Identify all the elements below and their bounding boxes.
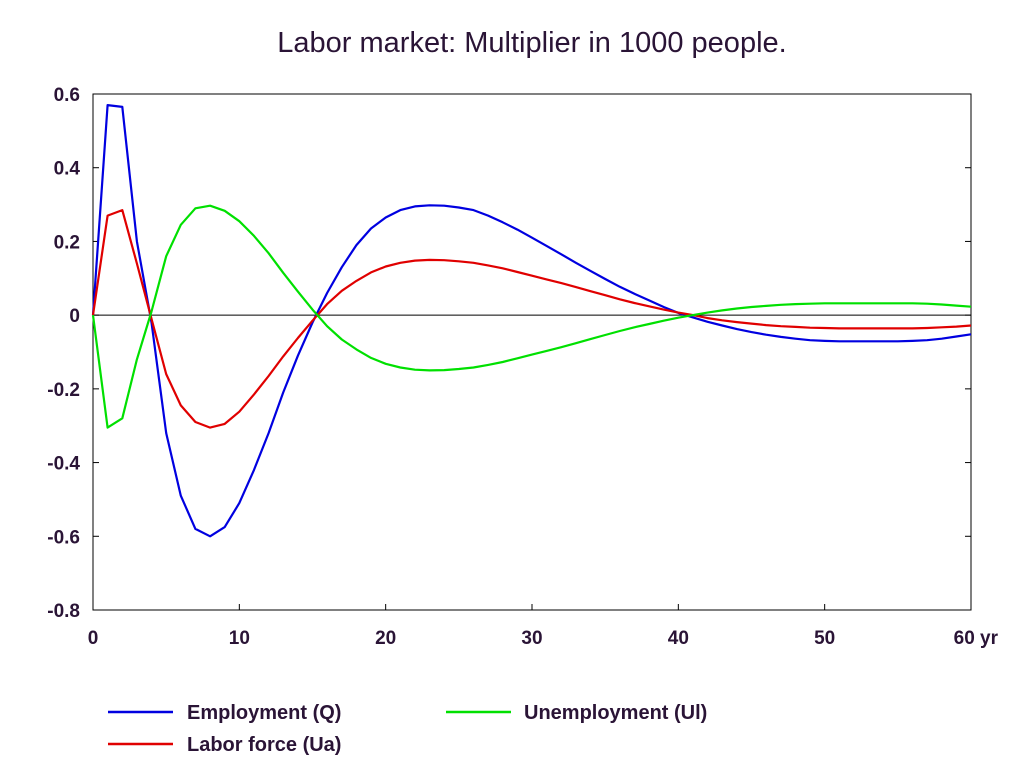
legend-label: Employment (Q)	[187, 702, 341, 724]
series-lines	[91, 103, 972, 538]
x-axis: 0 10 20 30 40 50 60 yr	[88, 604, 999, 649]
y-tick-label: -0.2	[47, 380, 80, 401]
series-line-3	[91, 204, 972, 429]
x-tick-label: 30	[521, 628, 542, 649]
x-tick-label: 60 yr	[954, 628, 999, 649]
plot-area	[92, 93, 972, 611]
series-line-1	[91, 103, 972, 538]
x-tick-label: 0	[88, 628, 99, 649]
y-tick-label: 0.6	[54, 85, 80, 106]
legend: Employment (Q) Labor force (Ua) Unemployme…	[108, 702, 707, 756]
x-tick-label: 20	[375, 628, 396, 649]
plot-frame	[92, 93, 972, 611]
y-tick-label: -0.4	[47, 454, 80, 475]
y-axis: -0.8 -0.6 -0.4 -0.2 0 0.2 0.4 0.6	[47, 85, 971, 622]
y-tick-label: 0.4	[54, 159, 81, 180]
y-tick-label: -0.8	[47, 601, 80, 622]
x-tick-label: 40	[668, 628, 689, 649]
y-tick-label: 0	[69, 306, 80, 327]
series-line-2	[91, 209, 972, 429]
legend-label: Labor force (Ua)	[187, 734, 341, 756]
x-tick-label: 50	[814, 628, 835, 649]
chart-title: Labor market: Multiplier in 1000 people.	[277, 27, 786, 59]
x-tick-label: 10	[229, 628, 250, 649]
y-tick-label: 0.2	[54, 232, 80, 253]
y-tick-label: -0.6	[47, 527, 80, 548]
legend-label: Unemployment (Ul)	[524, 702, 707, 724]
